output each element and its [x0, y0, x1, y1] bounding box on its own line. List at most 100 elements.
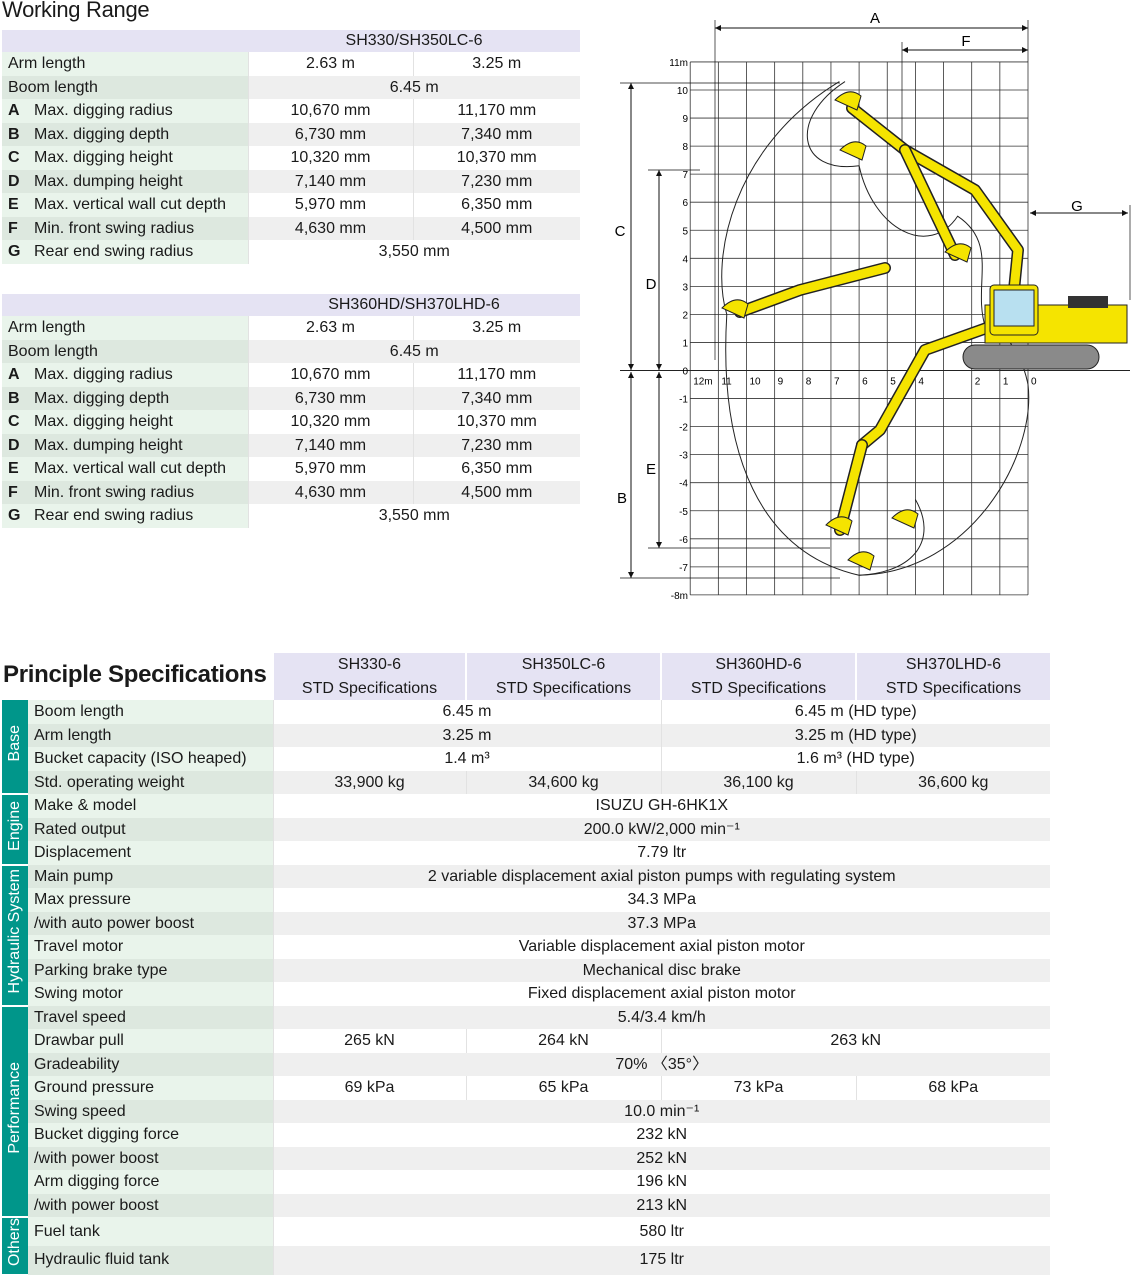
table-row: B Max. digging depth 6,730 mm 7,340 mm [2, 122, 580, 146]
row-label-cell: D Max. dumping height [2, 169, 248, 193]
row-label: Min. front swing radius [34, 219, 195, 237]
value-cell: 34.3 MPa [272, 888, 1050, 912]
dimension-letter: C [8, 413, 20, 430]
row-label-cell: Boom length [2, 339, 248, 363]
arrowhead-icon [902, 47, 908, 53]
table-row: Gradeability 70% 〈35°〉 [2, 1052, 1050, 1076]
table-row: /with power boost 252 kN [2, 1146, 1050, 1170]
row-label: Displacement [28, 841, 273, 865]
dimension-letter: B [8, 125, 20, 143]
table-row: Arm length 2.63 m 3.25 m [2, 316, 581, 340]
value-cell: Variable displacement axial piston motor [272, 935, 1050, 959]
bucket-icon [825, 516, 853, 536]
x-tick-label: 5 [890, 377, 896, 388]
table-row: Arm length 3.25 m 3.25 m (HD type) [2, 723, 1050, 747]
dimension-label-e: E [646, 461, 656, 478]
value-cell: 33,900 kg [272, 770, 466, 794]
value-cell: 4,500 mm [412, 480, 581, 504]
row-label: Bucket digging force [28, 1123, 273, 1147]
value-cell: 3.25 m [412, 316, 581, 340]
row-label: Gradeability [28, 1052, 273, 1076]
group-label-hydraulic-system: Hydraulic System [2, 864, 28, 1007]
value-cell: 10,320 mm [247, 146, 413, 170]
value-cell: 70% 〈35°〉 [272, 1052, 1050, 1076]
row-label-cell: G Rear end swing radius [2, 504, 248, 528]
track [962, 344, 1100, 370]
value-cell: 37.3 MPa [272, 911, 1050, 935]
value-cell: 7,140 mm [247, 169, 413, 193]
value-cell: 6,350 mm [412, 457, 581, 481]
row-label: Drawbar pull [28, 1029, 273, 1053]
model-header: SH360HD-6 [660, 653, 856, 677]
value-cell: 11,170 mm [412, 363, 581, 387]
dimension-label-g: G [1071, 198, 1083, 215]
row-label-cell: C Max. digging height [2, 410, 248, 434]
dimension-letter: F [8, 483, 18, 501]
group-label-base: Base [2, 700, 28, 795]
row-label: Max. digging radius [34, 366, 173, 383]
value-cell: 2.63 m [247, 52, 413, 76]
value-cell: 264 kN [465, 1029, 661, 1053]
y-tick-label: 2 [682, 310, 688, 321]
table-row: Base Boom length 6.45 m 6.45 m (HD type) [2, 700, 1050, 795]
value-cell: 36,600 kg [855, 770, 1050, 794]
row-label-cell: C Max. digging height [2, 146, 248, 170]
value-cell: 65 kPa [465, 1076, 661, 1100]
table-row: D Max. dumping height 7,140 mm 7,230 mm [2, 169, 580, 193]
dimension-letter: D [8, 172, 20, 190]
table-row: Others Fuel tank 580 ltr [2, 1217, 1050, 1276]
row-label: /with auto power boost [28, 911, 273, 935]
y-tick-label: 9 [682, 114, 688, 125]
group-name: Hydraulic System [6, 869, 23, 994]
table-row: A Max. digging radius 10,670 mm 11,170 mm [2, 363, 581, 387]
value-cell: 11,170 mm [412, 99, 580, 123]
working-range-table-standard: SH330/SH350LC-6 Arm length 2.63 m 3.25 m Boo… [2, 30, 580, 264]
table-row: /with power boost 213 kN [2, 1193, 1050, 1217]
bucket-icon [834, 91, 862, 111]
dimension-label-b: B [617, 490, 627, 507]
arrowhead-icon [1022, 25, 1028, 31]
row-label: Boom length [28, 700, 273, 724]
row-label: Hydraulic fluid tank [28, 1245, 273, 1275]
row-label: Boom length [8, 342, 98, 360]
x-tick-label: 12m [693, 377, 712, 388]
row-label: Arm length [8, 55, 86, 72]
dimension-letter: F [8, 219, 18, 237]
row-label-cell: B Max. digging depth [2, 386, 248, 410]
table-header-row: SH360HD/SH370LHD-6 [2, 294, 581, 316]
engine-hood [1068, 296, 1108, 308]
x-tick-label: 4 [918, 377, 924, 388]
table-row: Bucket capacity (ISO heaped) 1.4 m³ 1.6 m³… [2, 747, 1050, 771]
row-label: Swing speed [28, 1099, 273, 1123]
dimension-letter: A [8, 102, 20, 119]
spec-type-header: STD Specifications [465, 676, 661, 700]
value-cell: 3.25 m [272, 723, 661, 747]
table-row: Bucket digging force 232 kN [2, 1123, 1050, 1147]
dimension-letter: A [8, 366, 20, 383]
value-cell: 4,630 mm [247, 480, 413, 504]
row-label: Bucket capacity (ISO heaped) [28, 747, 273, 771]
value-cell: 7,140 mm [247, 433, 413, 457]
arrowhead-icon [628, 364, 634, 370]
value-cell: 10,320 mm [247, 410, 413, 434]
arm-raised [847, 103, 910, 155]
bucket-icon [944, 243, 972, 263]
dimension-label-a: A [870, 10, 880, 27]
spec-type-header: STD Specifications [660, 676, 856, 700]
y-tick-label: -3 [679, 451, 688, 462]
table-row: /with auto power boost 37.3 MPa [2, 911, 1050, 935]
cab-window [993, 289, 1035, 327]
model-header: SH330-6 [272, 653, 466, 677]
table-row: Drawbar pull 265 kN 264 kN 263 kN [2, 1029, 1050, 1053]
spec-type-header: STD Specifications [855, 676, 1050, 700]
y-tick-label: 5 [682, 226, 688, 237]
row-label: Travel motor [28, 935, 273, 959]
group-label-performance: Performance [2, 1005, 28, 1218]
arrowhead-icon [1022, 47, 1028, 53]
table-row: Swing speed 10.0 min⁻¹ [2, 1099, 1050, 1123]
value-cell: 2.63 m [247, 316, 413, 340]
dimension-letter: C [8, 149, 20, 166]
y-tick-label: 6 [682, 198, 688, 209]
boom-lowered [857, 320, 1000, 450]
excavator-illustration [721, 91, 1128, 571]
